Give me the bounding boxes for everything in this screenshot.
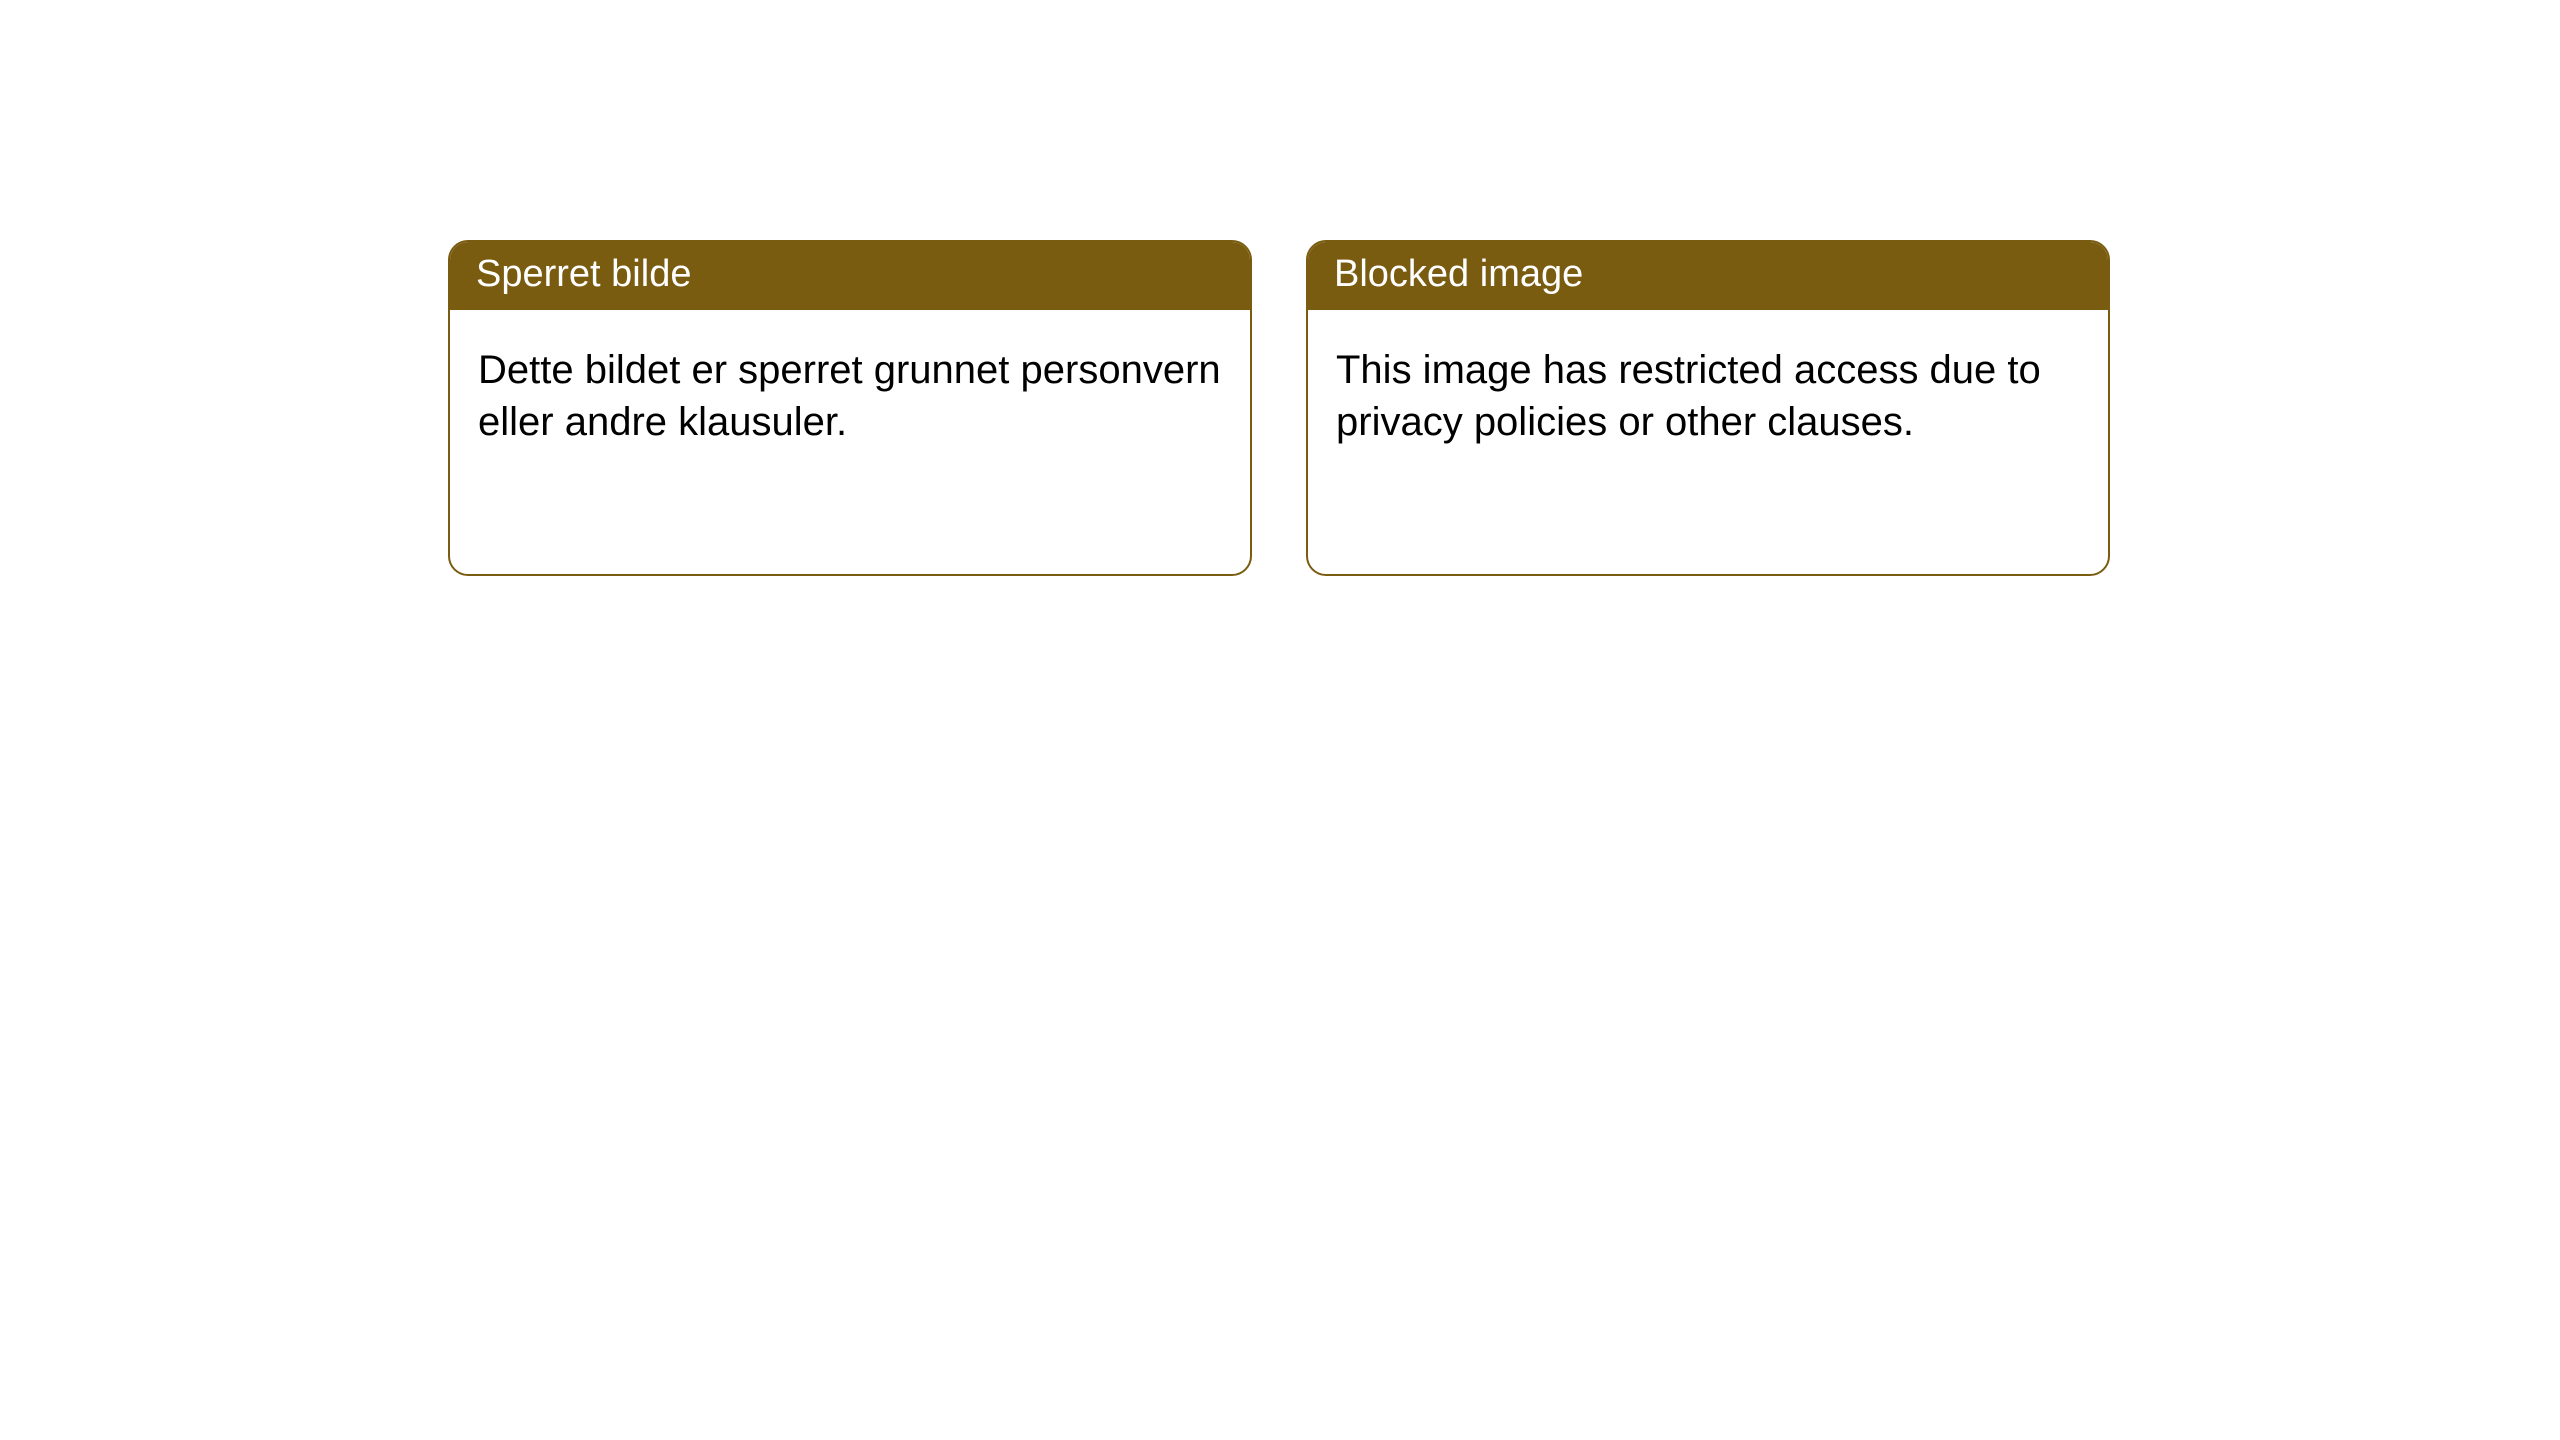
card-body-text: This image has restricted access due to … [1336, 348, 2041, 444]
card-title: Sperret bilde [476, 253, 691, 295]
card-body: Dette bildet er sperret grunnet personve… [450, 310, 1250, 482]
card-header: Blocked image [1308, 242, 2108, 310]
card-title: Blocked image [1334, 253, 1583, 295]
card-header: Sperret bilde [450, 242, 1250, 310]
card-body-text: Dette bildet er sperret grunnet personve… [478, 348, 1221, 444]
notice-card-norwegian: Sperret bilde Dette bildet er sperret gr… [448, 240, 1252, 576]
card-body: This image has restricted access due to … [1308, 310, 2108, 482]
notice-card-english: Blocked image This image has restricted … [1306, 240, 2110, 576]
notice-cards-container: Sperret bilde Dette bildet er sperret gr… [0, 0, 2560, 576]
